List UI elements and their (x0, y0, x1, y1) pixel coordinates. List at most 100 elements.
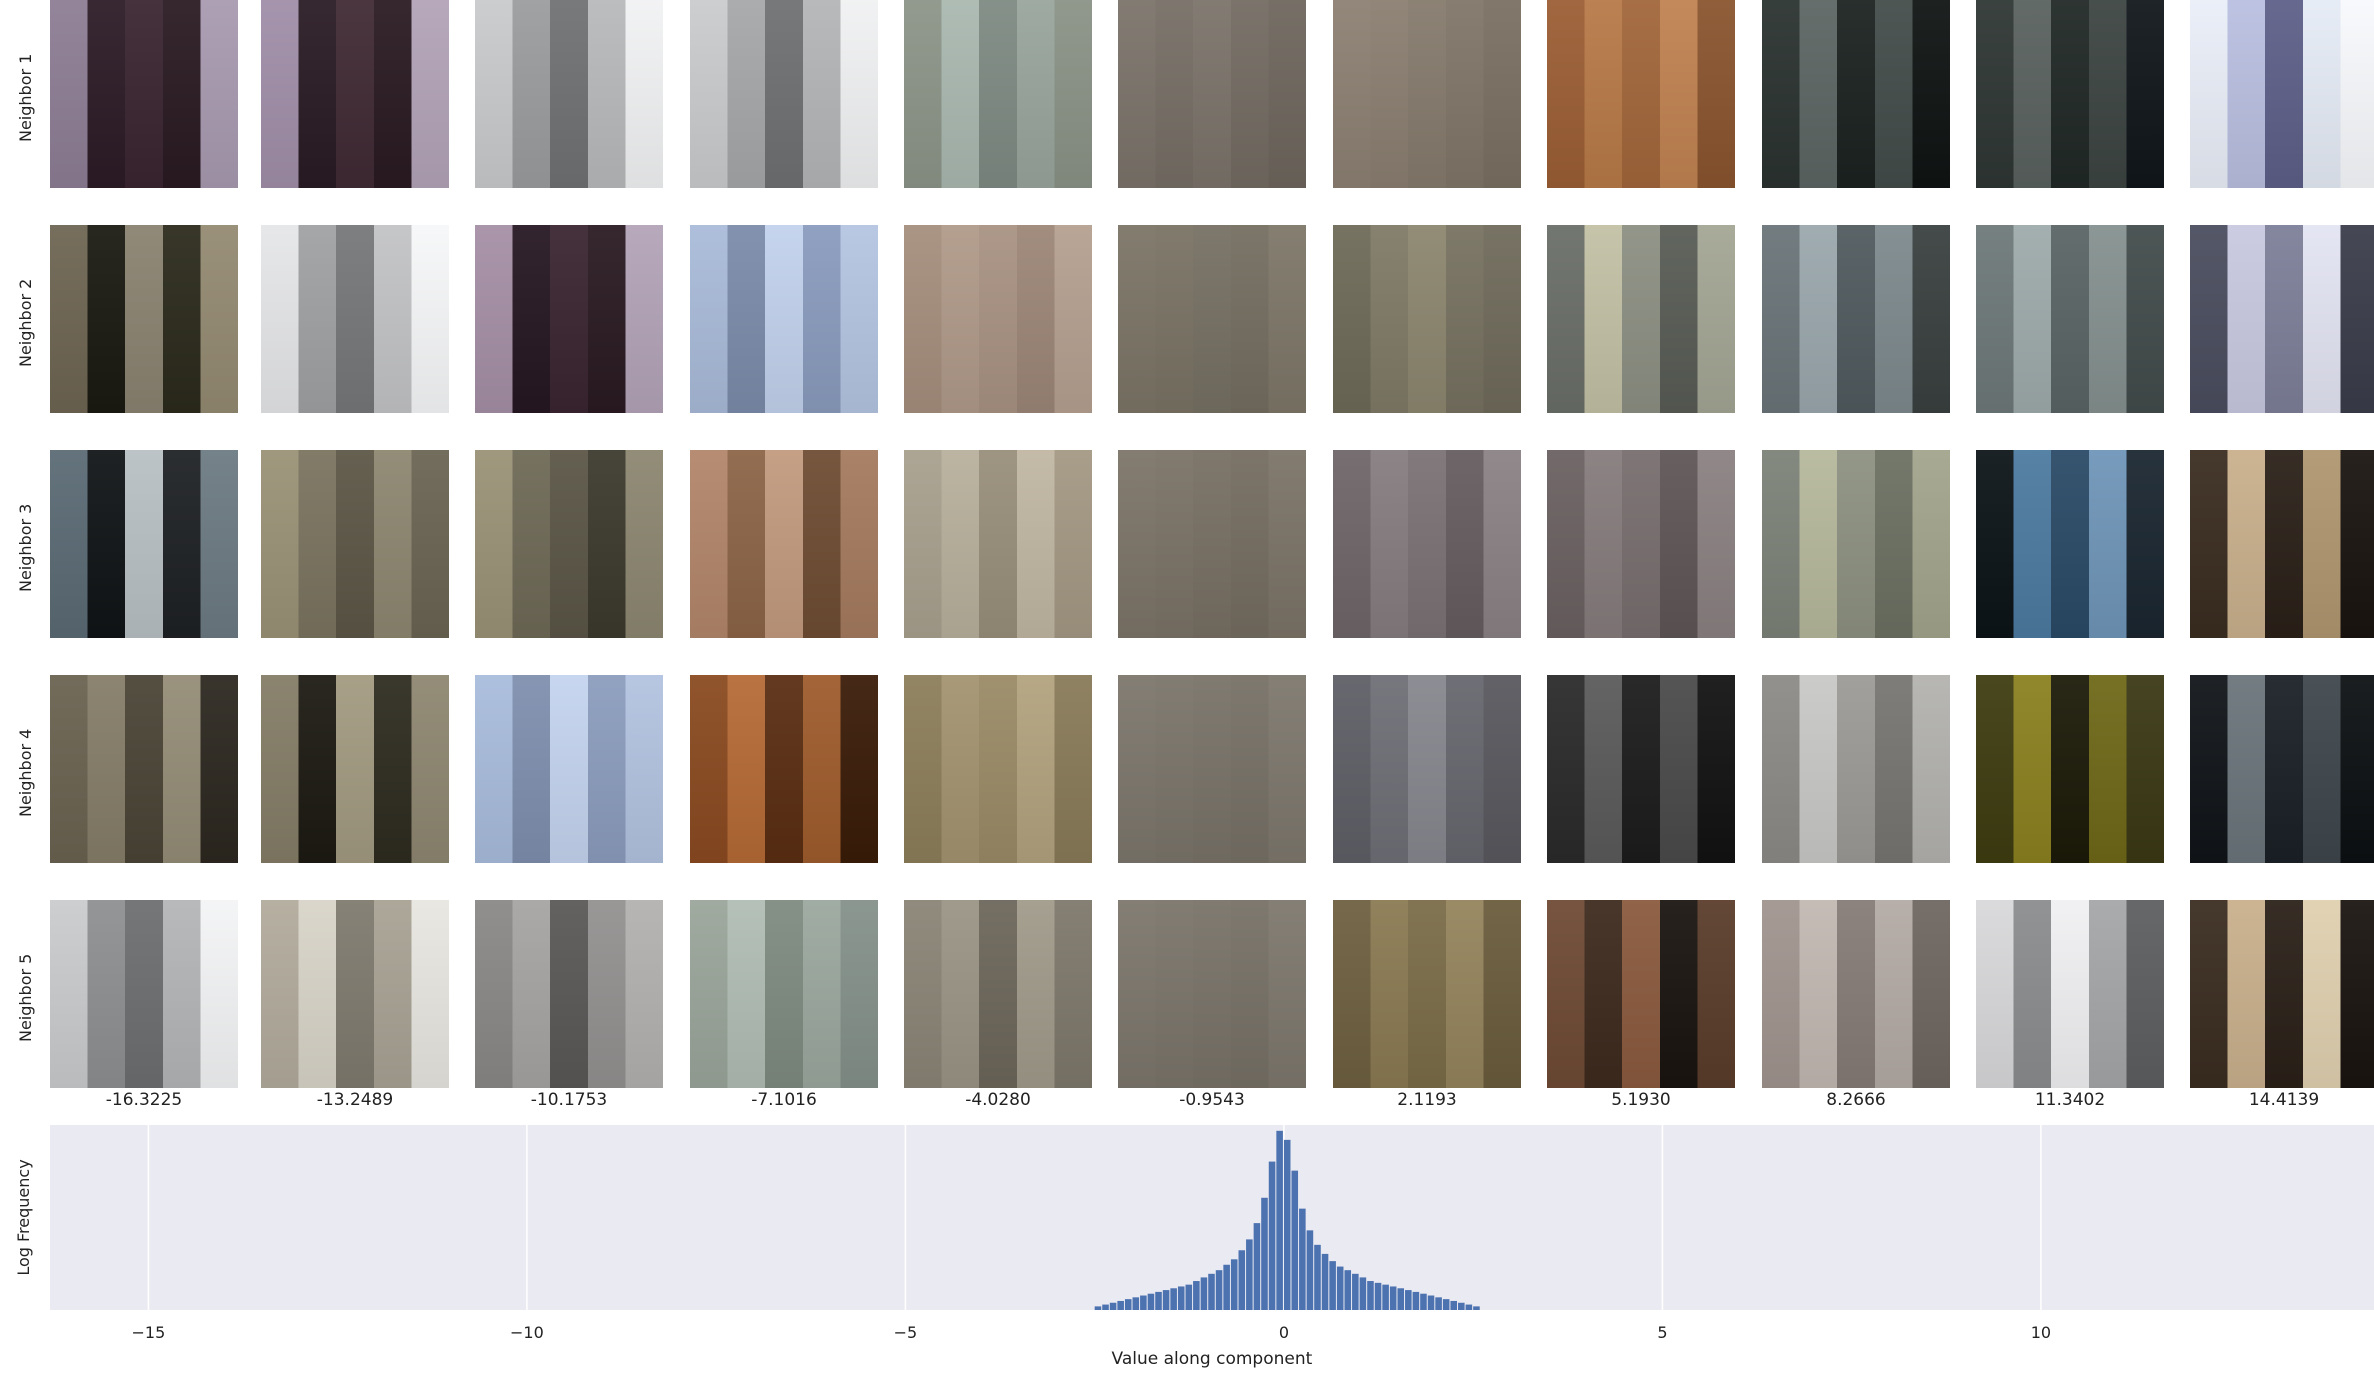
neighbor-image-tile (475, 225, 663, 413)
neighbor-image-tile (50, 900, 238, 1088)
histogram-bar (1427, 1295, 1435, 1310)
x-tick-label: 5 (1657, 1323, 1667, 1342)
neighbor-image-tile (1762, 225, 1950, 413)
neighbor-image-tile (50, 675, 238, 863)
neighbor-image-tile (1976, 900, 2164, 1088)
histogram-bar (1450, 1300, 1458, 1310)
neighbor-image-tile (2190, 900, 2374, 1088)
neighbor-image-tile (2190, 675, 2374, 863)
neighbor-image-tile (1118, 675, 1306, 863)
histogram-bar (1102, 1304, 1109, 1310)
neighbor-image-tile (261, 900, 449, 1088)
neighbor-image-tile (1762, 900, 1950, 1088)
neighbor-image-tile (2190, 450, 2374, 638)
histogram-bar (1193, 1281, 1200, 1310)
histogram-bar (1442, 1299, 1450, 1310)
histogram-bar (1276, 1130, 1283, 1310)
neighbor-image-grid: Neighbor 1 Neighbor 2 Neighbor 3 Neighbor 4… (16, 0, 2374, 1110)
histogram-bar (1109, 1302, 1117, 1310)
neighbor-image-tile (50, 225, 238, 413)
histogram-bar (1336, 1266, 1344, 1310)
neighbor-image-tile (1118, 0, 1306, 188)
x-tick-label: 10 (2031, 1323, 2051, 1342)
neighbor-image-tile (261, 0, 449, 188)
neighbor-image-tile (1333, 225, 1521, 413)
neighbor-image-tile (1976, 0, 2164, 188)
column-value-label: 14.4139 (2248, 1090, 2320, 1110)
column-value-label: -7.1016 (751, 1090, 817, 1110)
neighbor-image-tile (1762, 675, 1950, 863)
histogram-bar (1321, 1253, 1329, 1310)
histogram-bar (1306, 1230, 1314, 1310)
neighbor-image-tile (1547, 675, 1735, 863)
histogram-bar (1329, 1261, 1336, 1310)
histogram-bar (1162, 1290, 1170, 1310)
neighbor-image-tile (1762, 450, 1950, 638)
histogram-bar (1200, 1277, 1208, 1310)
histogram-bar (1253, 1223, 1261, 1310)
row-label: Neighbor 1 (16, 53, 35, 142)
histogram-bar (1230, 1259, 1238, 1310)
histogram-bar (1223, 1264, 1230, 1310)
histogram-bar (1291, 1170, 1299, 1310)
histogram-bar (1261, 1197, 1268, 1310)
x-tick-label: −10 (510, 1323, 544, 1342)
neighbor-image-tile (475, 450, 663, 638)
histogram-bar (1420, 1293, 1427, 1310)
neighbor-image-tile (904, 900, 1092, 1088)
column-value-label: 2.1193 (1397, 1090, 1457, 1110)
histogram-bar (1117, 1300, 1124, 1310)
histogram-chart: −15 −10 −5 0 5 10 Value along component Log Fre… (14, 1125, 2374, 1369)
neighbor-image-tile (50, 0, 238, 188)
neighbor-image-tile (690, 675, 878, 863)
histogram-bar (1374, 1282, 1382, 1310)
histogram-bar (1412, 1291, 1420, 1310)
histogram-bar (1435, 1297, 1442, 1310)
neighbor-image-tile (1976, 450, 2164, 638)
histogram-bar (1238, 1250, 1246, 1310)
column-value-label: -10.1753 (530, 1090, 608, 1110)
y-axis-label: Log Frequency (14, 1159, 33, 1275)
column-value-label: 11.3402 (2034, 1090, 2106, 1110)
histogram-bar (1170, 1288, 1177, 1310)
histogram-bar (1140, 1295, 1147, 1310)
neighbor-image-tile (1547, 450, 1735, 638)
row-label: Neighbor 5 (16, 953, 35, 1042)
histogram-bar (1458, 1302, 1465, 1310)
neighbor-image-tile (1976, 675, 2164, 863)
neighbor-image-tile (50, 450, 238, 638)
row-label: Neighbor 4 (16, 728, 35, 817)
neighbor-image-tile (690, 900, 878, 1088)
histogram-bar (1185, 1284, 1193, 1310)
column-value-label: -16.3225 (105, 1090, 183, 1110)
neighbor-image-tile (904, 450, 1092, 638)
histogram-bar (1124, 1299, 1132, 1310)
neighbor-image-tile (1333, 450, 1521, 638)
histogram-bar (1367, 1281, 1374, 1310)
histogram-bar (1177, 1286, 1185, 1310)
column-value-label: -13.2489 (316, 1090, 394, 1110)
neighbor-image-tile (475, 675, 663, 863)
neighbor-image-tile (261, 225, 449, 413)
x-tick-label: −5 (894, 1323, 918, 1342)
histogram-bar (1389, 1286, 1397, 1310)
x-tick-label: 0 (1279, 1323, 1289, 1342)
column-value-label: 5.1930 (1611, 1090, 1671, 1110)
histogram-bar (1147, 1293, 1155, 1310)
neighbor-image-tile (261, 675, 449, 863)
x-tick-label: −15 (132, 1323, 166, 1342)
neighbor-image-tile (1976, 225, 2164, 413)
histogram-bar (1352, 1273, 1359, 1310)
x-axis-label: Value along component (1112, 1349, 1313, 1369)
neighbor-image-tile (261, 450, 449, 638)
neighbor-image-tile (1118, 225, 1306, 413)
neighbor-image-tile (690, 450, 878, 638)
histogram-bar (1094, 1306, 1102, 1310)
neighbor-image-tile (1118, 900, 1306, 1088)
histogram-bar (1246, 1239, 1253, 1310)
neighbor-image-tile (904, 0, 1092, 188)
neighbor-image-tile (1333, 675, 1521, 863)
row-label: Neighbor 3 (16, 503, 35, 592)
neighbor-image-tile (1762, 0, 1950, 188)
histogram-bar (1344, 1270, 1352, 1310)
